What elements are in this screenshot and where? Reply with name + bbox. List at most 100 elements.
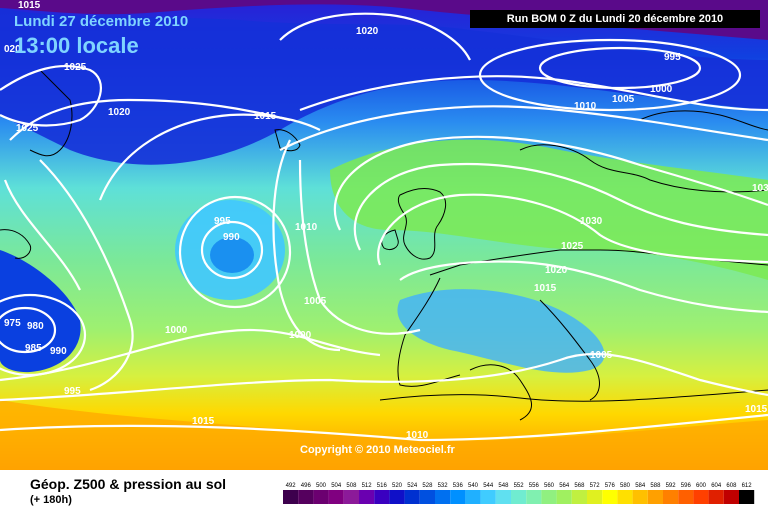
isobar-label: 1005 [590,350,613,361]
legend-value: 528 [422,483,433,489]
legend-value: 520 [392,483,403,489]
legend-value: 504 [331,483,342,489]
isobar-label: 1005 [304,296,327,307]
isobar-label: 1000 [650,84,673,95]
isobar-label: 1000 [165,325,188,336]
legend-swatch [678,490,694,504]
isobar-label: 1015 [254,111,277,122]
legend-swatch [556,490,572,504]
legend-swatch [343,490,359,504]
isobar-label: 020 [4,44,21,55]
legend-value: 608 [726,483,737,489]
legend-value: 536 [453,483,464,489]
legend-swatch [404,490,420,504]
legend-swatch [663,490,679,504]
isobars [0,12,768,442]
forecast-local-time: 13:00 locale [14,33,139,58]
copyright: Copyright © 2010 Meteociel.fr [300,444,455,456]
isobar-label: 980 [27,321,44,332]
legend-value: 564 [559,483,570,489]
legend-swatch [602,490,618,504]
isobar-label: 990 [50,346,67,357]
legend-value: 492 [286,483,297,489]
isobar-label: 985 [25,343,42,354]
legend-value: 548 [498,483,509,489]
isobar-label: 1015 [18,0,41,11]
map-title: Géop. Z500 & pression au sol [30,476,227,492]
legend-swatch [511,490,527,504]
forecast-lead: (+ 180h) [30,494,72,506]
isobar-label: 995 [64,386,81,397]
legend-value: 508 [346,483,357,489]
legend-value: 560 [544,483,555,489]
legend-value: 588 [650,483,661,489]
legend-swatch [328,490,344,504]
legend-value: 592 [666,483,677,489]
legend-swatch [313,490,329,504]
legend-swatch [647,490,663,504]
legend-value: 556 [529,483,540,489]
legend-swatch [571,490,587,504]
isobar-label: 1010 [295,222,318,233]
forecast-date: Lundi 27 décembre 2010 [14,13,189,30]
legend-value: 516 [377,483,388,489]
legend-swatch [526,490,542,504]
legend-value: 524 [407,483,418,489]
legend-swatch [708,490,724,504]
legend-value: 576 [605,483,616,489]
legend-swatch [632,490,648,504]
legend-value: 568 [574,483,585,489]
legend-swatch [617,490,633,504]
color-scale-legend: 492 496 500 504 508 512 516 520 524 528 532 536 540 5… [283,483,755,504]
legend-swatch [480,490,496,504]
z500-ridge [330,139,768,280]
isobar-label: 1020 [108,107,131,118]
isobar-label: 1025 [561,241,584,252]
legend-value: 500 [316,483,327,489]
legend-swatch [450,490,466,504]
legend-swatch [587,490,603,504]
legend-value: 512 [362,483,373,489]
legend-value: 544 [483,483,494,489]
isobar-label: 1000 [289,330,312,341]
isobar-label: 995 [664,52,681,63]
legend-swatch [465,490,481,504]
isobar-label: 1015 [534,283,557,294]
legend-value: 604 [711,483,722,489]
isobar-label: 103 [752,183,768,194]
legend-value: 540 [468,483,479,489]
z500-subtropical [0,400,768,470]
legend-value: 496 [301,483,312,489]
legend-swatch [419,490,435,504]
isobar-label: 1005 [612,94,635,105]
legend-value: 572 [590,483,601,489]
legend-swatch [374,490,390,504]
legend-value: 532 [438,483,449,489]
weather-map [0,0,768,470]
z500-med-trough [397,289,605,373]
legend-swatch [693,490,709,504]
legend-swatch [541,490,557,504]
isobar-label: 1015 [745,404,768,415]
legend-swatch [359,490,375,504]
isobar-label: 1020 [356,26,379,37]
isobar-label: 1030 [580,216,603,227]
isobar-label: 995 [214,216,231,227]
legend-swatch [283,490,299,504]
legend-swatch [389,490,405,504]
legend-value: 584 [635,483,646,489]
isobar-label: 1025 [16,123,39,134]
isobar-label: 975 [4,318,21,329]
legend-value: 600 [696,483,707,489]
legend-value: 612 [742,483,753,489]
isobar-label: 1020 [545,265,568,276]
legend-swatch [739,490,755,504]
isobar-label: 1010 [574,101,597,112]
isobar-label: 1010 [406,430,429,441]
model-run-banner: Run BOM 0 Z du Lundi 20 décembre 2010 [470,10,760,28]
isobar-label: 990 [223,232,240,243]
legend-value: 596 [681,483,692,489]
legend-swatch [495,490,511,504]
legend-swatch [298,490,314,504]
legend-value: 552 [514,483,525,489]
